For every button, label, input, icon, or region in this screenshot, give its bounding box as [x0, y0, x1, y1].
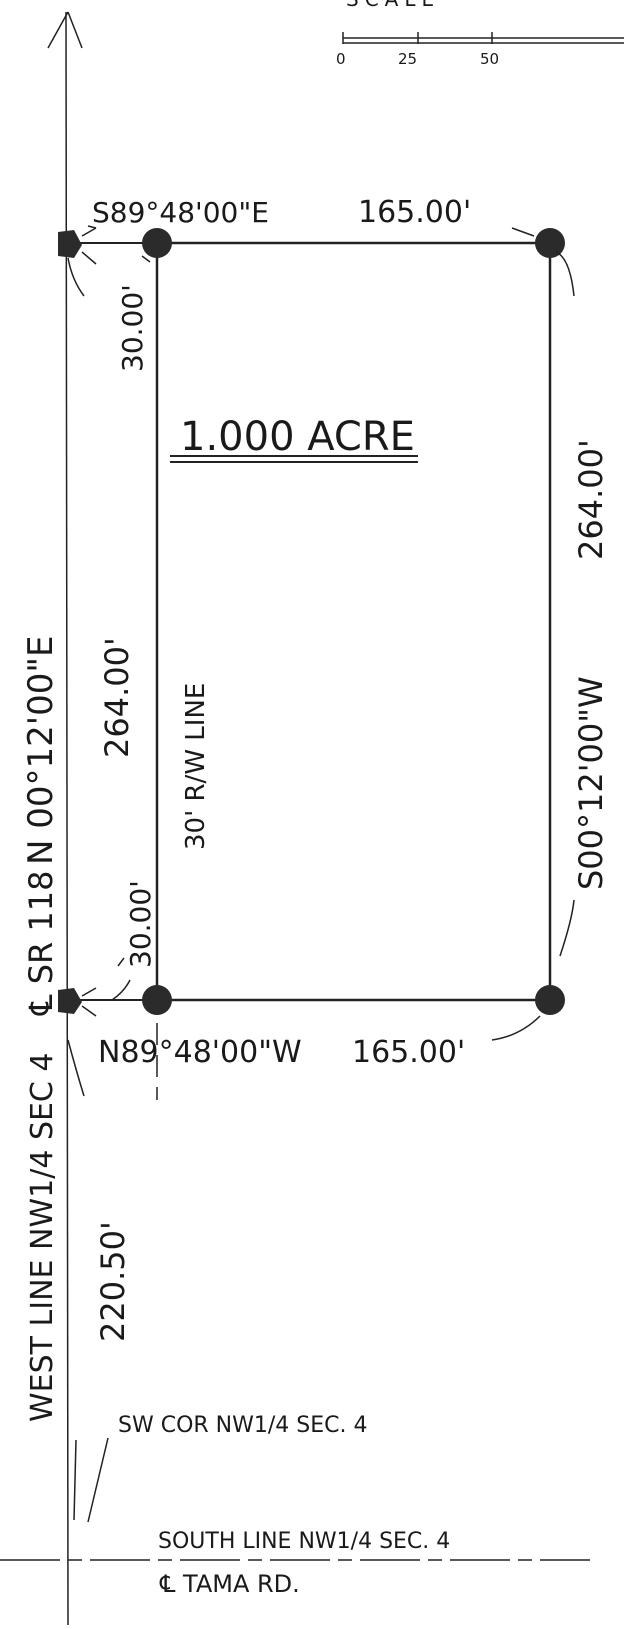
scale-tick-25: 25: [398, 50, 417, 68]
west-length: 264.00': [98, 637, 136, 758]
parcel-boundary: [155, 241, 552, 1002]
south-length: 165.00': [352, 1035, 465, 1070]
sw-corner-label: SW COR NW1/4 SEC. 4: [118, 1413, 368, 1438]
south-line-label: SOUTH LINE NW1/4 SEC. 4: [158, 1529, 450, 1554]
east-length: 264.00': [572, 439, 610, 560]
monument-se: [535, 985, 565, 1015]
north-bearing: S89°48'00"E: [92, 196, 269, 229]
west-bearing: N 00°12'00"E: [21, 636, 61, 866]
south-tie-distance: 220.50': [94, 1221, 132, 1342]
monument-nw: [142, 228, 172, 258]
north-arrow-icon: [47, 11, 83, 49]
tama-road-label: ℄ TAMA RD.: [159, 1570, 300, 1598]
west-section-line: [65, 11, 69, 1626]
monument-sw: [142, 985, 172, 1015]
east-bearing: S00°12'00"W: [572, 676, 610, 890]
scale-bar: SCALE 0 25 50: [336, 0, 624, 68]
area-label: 1.000 ACRE: [180, 414, 415, 460]
section-monument-south: [58, 988, 82, 1014]
south-bearing: N89°48'00"W: [98, 1035, 302, 1070]
monument-ne: [535, 228, 565, 258]
scale-tick-0: 0: [336, 50, 346, 68]
scale-label: SCALE: [346, 0, 440, 11]
top-offset: 30.00': [116, 284, 149, 372]
section-monument-north: [58, 230, 82, 258]
west-line-label: WEST LINE NW1/4 SEC 4: [25, 1052, 60, 1422]
north-length: 165.00': [358, 195, 471, 230]
scale-tick-50: 50: [480, 50, 499, 68]
bottom-offset: 30.00': [124, 880, 157, 968]
centerline-road-label: ℄ SR 118: [22, 870, 60, 1016]
leader-arrows: [67, 225, 575, 1523]
row-line-label: 30' R/W LINE: [181, 683, 211, 850]
